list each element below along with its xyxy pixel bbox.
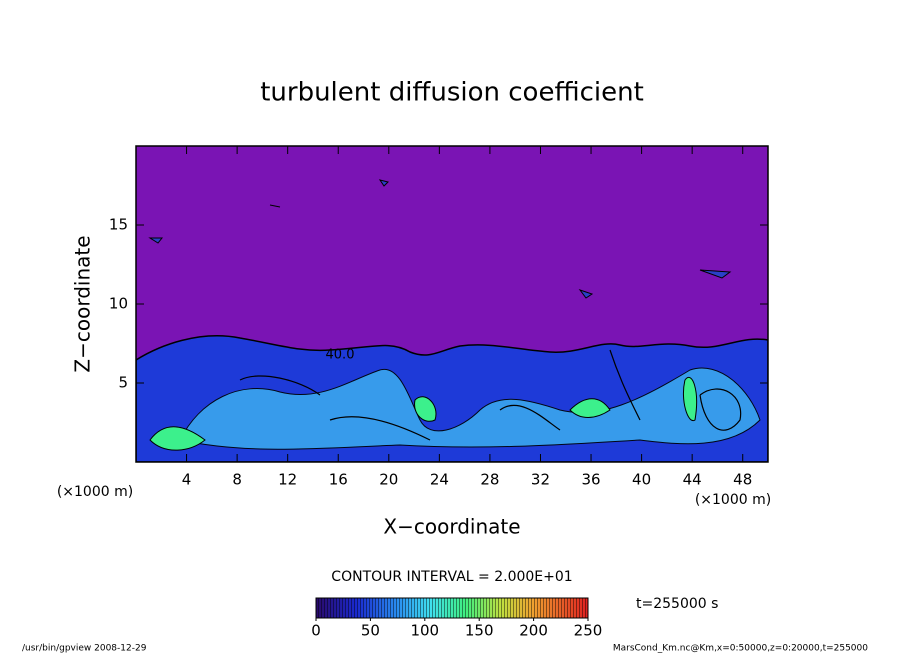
x-tick-label: 8 [232, 471, 242, 489]
contour-line [239, 349, 742, 441]
y-tick-label: 10 [109, 295, 128, 313]
time-label: t=255000 s [636, 596, 718, 612]
y-unit-label: (×1000 m) [695, 492, 771, 508]
contour-label: 40.0 [326, 348, 355, 363]
field-region [148, 179, 732, 299]
colorbar-frame [315, 597, 589, 619]
y-tick-label: 5 [118, 374, 128, 392]
colorbar-tick-label: 200 [519, 622, 548, 640]
field-region [179, 367, 761, 450]
x-tick-label: 12 [278, 471, 297, 489]
colorbar-tick-label: 0 [311, 622, 321, 640]
contour-interval: CONTOUR INTERVAL = 2.000E+01 [331, 569, 572, 585]
chart-title: turbulent diffusion coefficient [260, 78, 644, 108]
x-tick-label: 24 [430, 471, 449, 489]
colorbar-tick-label: 100 [410, 622, 439, 640]
footer-right: MarsCond_Km.nc@Km,x=0:50000,z=0:20000,t=… [613, 644, 868, 654]
x-tick-label: 28 [480, 471, 499, 489]
colorbar-tick-label: 50 [361, 622, 380, 640]
x-tick-label: 48 [733, 471, 752, 489]
y-axis-label: Z−coordinate [71, 235, 95, 372]
x-tick-label: 36 [581, 471, 600, 489]
x-tick-label: 16 [329, 471, 348, 489]
footer-left: /usr/bin/gpview 2008-12-29 [22, 644, 147, 654]
x-unit-label: (×1000 m) [57, 484, 133, 500]
x-tick-label: 4 [182, 471, 192, 489]
colorbar-tick-label: 150 [465, 622, 494, 640]
x-tick-label: 20 [379, 471, 398, 489]
x-tick-label: 32 [531, 471, 550, 489]
x-tick-label: 44 [683, 471, 702, 489]
field [136, 146, 768, 462]
field-region [149, 377, 698, 451]
x-axis-label: X−coordinate [383, 515, 520, 539]
x-tick-label: 40 [632, 471, 651, 489]
y-tick-label: 15 [109, 216, 128, 234]
colorbar-tick-label: 250 [574, 622, 603, 640]
